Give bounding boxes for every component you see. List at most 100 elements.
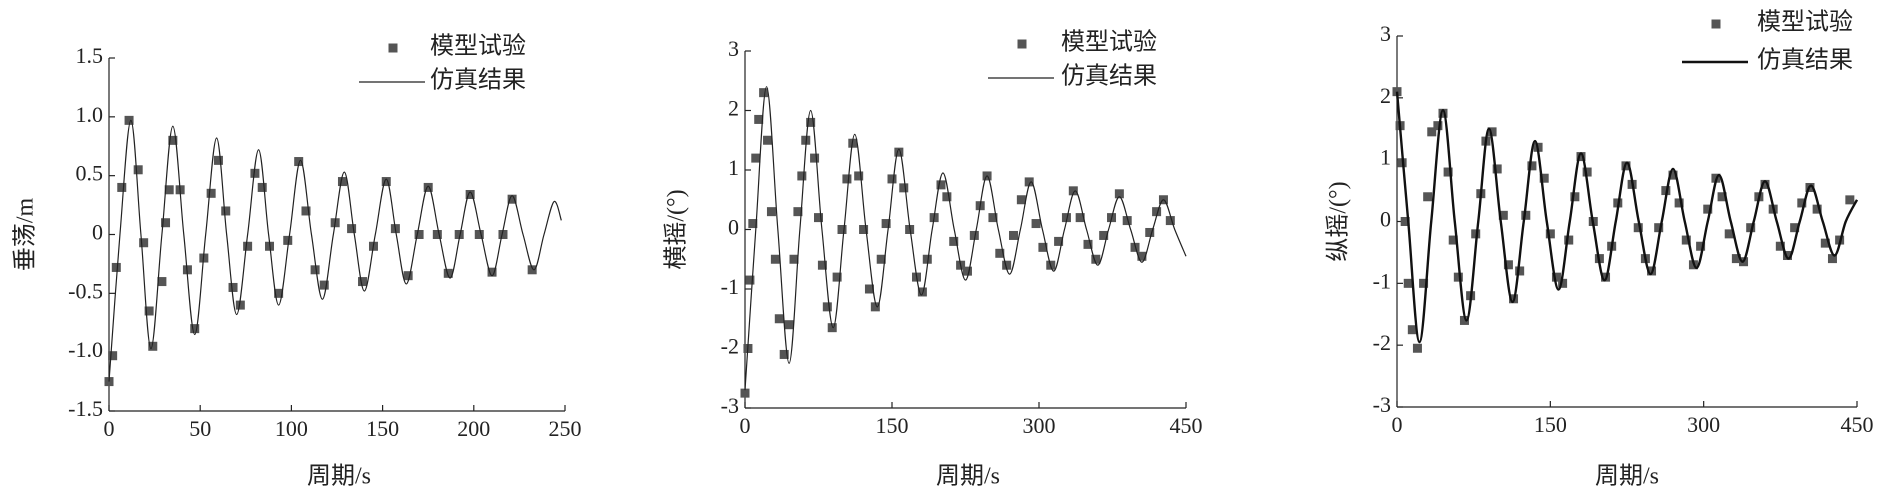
experiment-point bbox=[1165, 216, 1175, 226]
experiment-point bbox=[454, 230, 464, 239]
y-tick-label: 0 bbox=[728, 215, 739, 240]
experiment-point bbox=[1812, 204, 1822, 214]
experiment-point bbox=[164, 185, 174, 195]
experiment-point bbox=[1412, 343, 1422, 353]
experiment-point bbox=[213, 155, 223, 165]
experiment-point bbox=[161, 218, 171, 228]
experiment-point bbox=[1746, 223, 1756, 233]
experiment-point bbox=[443, 268, 453, 278]
y-tick-label: 1.5 bbox=[76, 43, 104, 68]
x-axis-label: 周期/s bbox=[1595, 464, 1659, 490]
experiment-point bbox=[793, 207, 803, 217]
experiment-point bbox=[1668, 170, 1678, 180]
experiment-point bbox=[763, 135, 773, 145]
x-tick-label: 100 bbox=[275, 416, 308, 441]
x-tick-label: 450 bbox=[1170, 413, 1203, 438]
experiment-point bbox=[1075, 213, 1085, 223]
y-tick-label: 1.0 bbox=[76, 102, 104, 127]
experiment-point bbox=[806, 117, 816, 127]
experiment-point bbox=[936, 180, 946, 190]
experiment-point bbox=[766, 207, 776, 217]
experiment-point bbox=[487, 267, 497, 277]
x-tick-label: 0 bbox=[104, 416, 115, 441]
y-tick-label: 1 bbox=[728, 155, 739, 180]
experiment-point bbox=[842, 174, 852, 184]
experiment-point bbox=[1459, 315, 1469, 325]
experiment-point bbox=[498, 230, 508, 239]
experiment-point bbox=[1681, 235, 1691, 245]
experiment-point bbox=[1002, 260, 1012, 270]
x-tick-label: 150 bbox=[1534, 412, 1567, 437]
experiment-point bbox=[837, 225, 847, 234]
experiment-point bbox=[1492, 164, 1502, 174]
y-tick-label: -0.5 bbox=[68, 278, 103, 303]
experiment-point bbox=[1703, 204, 1713, 214]
legend-label: 模型试验 bbox=[1061, 29, 1157, 56]
experiment-point bbox=[403, 271, 413, 281]
x-tick-label: 450 bbox=[1841, 412, 1874, 437]
experiment-point bbox=[1061, 213, 1071, 223]
experiment-point bbox=[870, 302, 880, 312]
experiment-point bbox=[337, 177, 347, 187]
y-tick-label: 3 bbox=[728, 36, 739, 61]
experiment-point bbox=[1448, 235, 1458, 245]
experiment-point bbox=[1539, 173, 1549, 183]
experiment-point bbox=[770, 254, 780, 264]
experiment-point bbox=[1487, 127, 1497, 137]
experiment-point bbox=[1820, 238, 1830, 248]
experiment-point bbox=[962, 266, 972, 276]
experiment-point bbox=[1403, 278, 1413, 288]
experiment-point bbox=[969, 230, 979, 240]
experiment-point bbox=[1419, 278, 1429, 288]
experiment-point bbox=[899, 183, 909, 193]
experiment-point bbox=[310, 265, 320, 275]
experiment-point bbox=[148, 341, 158, 351]
experiment-point bbox=[465, 189, 475, 199]
experiment-point bbox=[822, 302, 832, 312]
experiment-point bbox=[432, 230, 442, 239]
y-axis-label: 纵摇/(°) bbox=[1325, 181, 1352, 261]
experiment-point bbox=[1083, 239, 1093, 249]
experiment-point bbox=[1782, 251, 1792, 261]
simulation-line bbox=[1395, 91, 1859, 344]
experiment-point bbox=[789, 254, 799, 264]
experiment-point bbox=[124, 115, 134, 125]
experiment-point bbox=[1114, 189, 1124, 199]
experiment-point bbox=[1760, 179, 1770, 189]
y-tick-label: 1 bbox=[1380, 145, 1391, 170]
experiment-point bbox=[859, 225, 869, 234]
experiment-point bbox=[133, 165, 143, 175]
y-tick-label: 0.5 bbox=[76, 161, 104, 186]
experiment-point bbox=[257, 182, 267, 192]
experiment-point bbox=[854, 171, 864, 181]
experiment-point bbox=[1545, 229, 1555, 239]
experiment-point bbox=[1031, 219, 1041, 229]
experiment-point bbox=[1433, 121, 1443, 131]
y-tick-label: 0 bbox=[1380, 207, 1391, 232]
experiment-point bbox=[827, 323, 837, 333]
y-tick-label: -2 bbox=[721, 334, 739, 359]
experiment-point bbox=[887, 174, 897, 184]
experiment-point bbox=[507, 194, 517, 204]
legend-label: 仿真结果 bbox=[1757, 47, 1853, 74]
experiment-point bbox=[206, 188, 216, 198]
experiment-point bbox=[157, 277, 167, 287]
experiment-point bbox=[414, 230, 424, 239]
experiment-point bbox=[1068, 186, 1078, 196]
experiment-point bbox=[754, 114, 764, 124]
experiment-point bbox=[1471, 229, 1481, 239]
y-tick-label: -1.0 bbox=[68, 337, 103, 362]
experiment-point bbox=[1724, 229, 1734, 239]
x-tick-label: 50 bbox=[189, 416, 211, 441]
experiment-point bbox=[1551, 272, 1561, 282]
experiment-point bbox=[745, 275, 755, 285]
experiment-point bbox=[1790, 223, 1800, 233]
experiment-point bbox=[1527, 161, 1537, 171]
experiment-point bbox=[1099, 230, 1109, 240]
experiment-point bbox=[817, 260, 827, 270]
experiment-point bbox=[108, 351, 118, 361]
y-tick-label: -1 bbox=[721, 274, 739, 299]
